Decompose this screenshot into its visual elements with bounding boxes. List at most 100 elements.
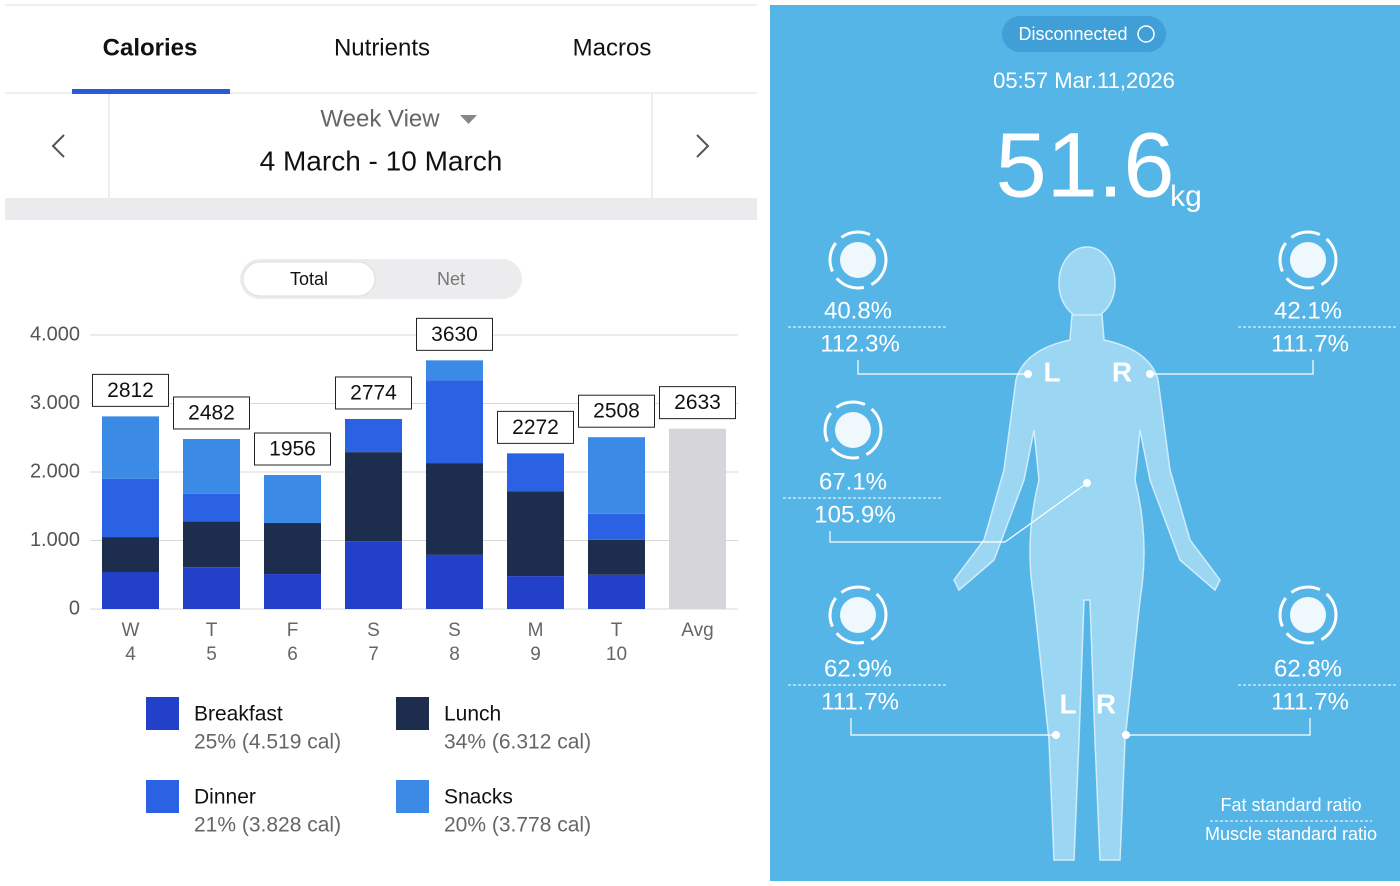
total-label-box bbox=[92, 373, 169, 407]
segment-fat: 42.1% bbox=[1274, 297, 1342, 324]
total-label-box bbox=[497, 410, 574, 444]
segment-fat: 62.9% bbox=[824, 655, 892, 682]
total-label: 2633 bbox=[674, 391, 721, 414]
tab[interactable]: Nutrients bbox=[334, 34, 430, 61]
legend-share: 34% (6.312 cal) bbox=[444, 731, 591, 754]
toggle-active[interactable] bbox=[242, 261, 376, 297]
dropdown-caret bbox=[460, 115, 477, 124]
x-tick-label: W bbox=[122, 620, 140, 641]
bar-segment bbox=[426, 360, 483, 381]
bar-segment bbox=[507, 453, 564, 492]
tab-underline bbox=[72, 89, 230, 94]
segment-point bbox=[1052, 731, 1060, 739]
x-tick-label: S bbox=[367, 620, 380, 641]
total-label: 3630 bbox=[431, 323, 478, 346]
next-button[interactable] bbox=[696, 134, 710, 158]
bar-segment bbox=[264, 523, 321, 575]
separator bbox=[5, 198, 757, 220]
body-figure bbox=[953, 246, 1221, 861]
bar-segment bbox=[507, 576, 564, 609]
prev-button[interactable] bbox=[51, 134, 65, 158]
legend-fat: Fat standard ratio bbox=[1220, 795, 1361, 815]
weight: 51.6 bbox=[995, 114, 1174, 216]
total-label-box bbox=[173, 396, 250, 430]
status-pill bbox=[1002, 16, 1166, 52]
bar-segment bbox=[183, 521, 240, 568]
segment-icon bbox=[823, 400, 883, 460]
segment-point bbox=[1146, 370, 1154, 378]
y-tick-label: 3.000 bbox=[30, 392, 80, 414]
segment-leader bbox=[1126, 718, 1311, 736]
legend-name: Dinner bbox=[194, 786, 256, 809]
tab[interactable]: Calories bbox=[103, 34, 198, 61]
segment-muscle: 111.7% bbox=[1271, 688, 1349, 715]
legend-swatch bbox=[396, 697, 429, 730]
x-tick-label: T bbox=[611, 620, 623, 641]
datetime: 05:57 Mar.11,2026 bbox=[993, 68, 1175, 93]
total-label-box bbox=[254, 432, 331, 466]
legend-share: 21% (3.828 cal) bbox=[194, 814, 341, 837]
total-label: 2774 bbox=[350, 382, 397, 405]
legend-name: Breakfast bbox=[194, 703, 283, 726]
x-tick-date: 4 bbox=[125, 644, 136, 665]
legend-swatch bbox=[396, 780, 429, 813]
segment-icon bbox=[828, 230, 888, 290]
status: Disconnected bbox=[1018, 24, 1127, 44]
info-icon[interactable] bbox=[1137, 25, 1155, 43]
y-tick-label: 0 bbox=[69, 597, 80, 619]
segment-leader bbox=[850, 718, 1056, 736]
bar-segment bbox=[426, 463, 483, 555]
average-bar bbox=[669, 428, 726, 609]
segment-leader bbox=[1150, 360, 1314, 375]
legend-share: 25% (4.519 cal) bbox=[194, 731, 341, 754]
legend-muscle: Muscle standard ratio bbox=[1205, 824, 1377, 844]
segment-point bbox=[1083, 479, 1091, 487]
x-tick-date: 7 bbox=[368, 644, 379, 665]
segment-point bbox=[1122, 731, 1130, 739]
bar-segment bbox=[426, 554, 483, 609]
side-label: L bbox=[1059, 688, 1076, 719]
weight-unit: kg bbox=[1170, 180, 1202, 213]
toggle-option[interactable]: Net bbox=[437, 269, 465, 289]
total-label: 2272 bbox=[512, 416, 559, 439]
side-label: L bbox=[1043, 356, 1060, 387]
bar-segment bbox=[102, 416, 159, 479]
bar-segment bbox=[588, 539, 645, 575]
bar-segment bbox=[507, 491, 564, 577]
y-tick-label: 4.000 bbox=[30, 323, 80, 345]
legend-name: Lunch bbox=[444, 703, 501, 726]
bar-segment bbox=[588, 513, 645, 540]
x-tick-label: M bbox=[528, 620, 544, 641]
bar-segment bbox=[102, 537, 159, 573]
segment-icon bbox=[828, 585, 888, 645]
side-label: R bbox=[1096, 688, 1116, 719]
segment-leader bbox=[857, 360, 1028, 375]
segment-fat: 62.8% bbox=[1274, 655, 1342, 682]
bar-segment bbox=[264, 475, 321, 524]
toggle-option[interactable]: Total bbox=[290, 269, 328, 289]
segment-fat: 67.1% bbox=[819, 468, 887, 495]
segments: 40.8% 112.3% 42.1% 111.7% 67.1% 105.9% 62.9% 11… bbox=[783, 230, 1398, 739]
segment-icon bbox=[1278, 585, 1338, 645]
total-label-box bbox=[335, 376, 412, 410]
y-tick-label: 2.000 bbox=[30, 460, 80, 482]
segment-point bbox=[1024, 370, 1032, 378]
total-label: 1956 bbox=[269, 438, 316, 461]
tab[interactable]: Macros bbox=[573, 34, 652, 61]
segment-icon bbox=[1278, 230, 1338, 290]
view-selector[interactable]: Week View bbox=[320, 105, 440, 132]
x-tick-date: 10 bbox=[606, 644, 627, 665]
bar-segment bbox=[345, 418, 402, 453]
x-tick-date: 8 bbox=[449, 644, 460, 665]
bar-segment bbox=[183, 493, 240, 522]
total-label: 2508 bbox=[593, 400, 640, 423]
segment-muscle: 112.3% bbox=[820, 330, 900, 357]
segment-fat: 40.8% bbox=[824, 297, 892, 324]
bar-segment bbox=[102, 478, 159, 538]
segment-muscle: 111.7% bbox=[1271, 330, 1349, 357]
x-tick-date: 5 bbox=[206, 644, 217, 665]
segment-muscle: 105.9% bbox=[814, 501, 895, 528]
segment-icon-core bbox=[840, 242, 876, 278]
